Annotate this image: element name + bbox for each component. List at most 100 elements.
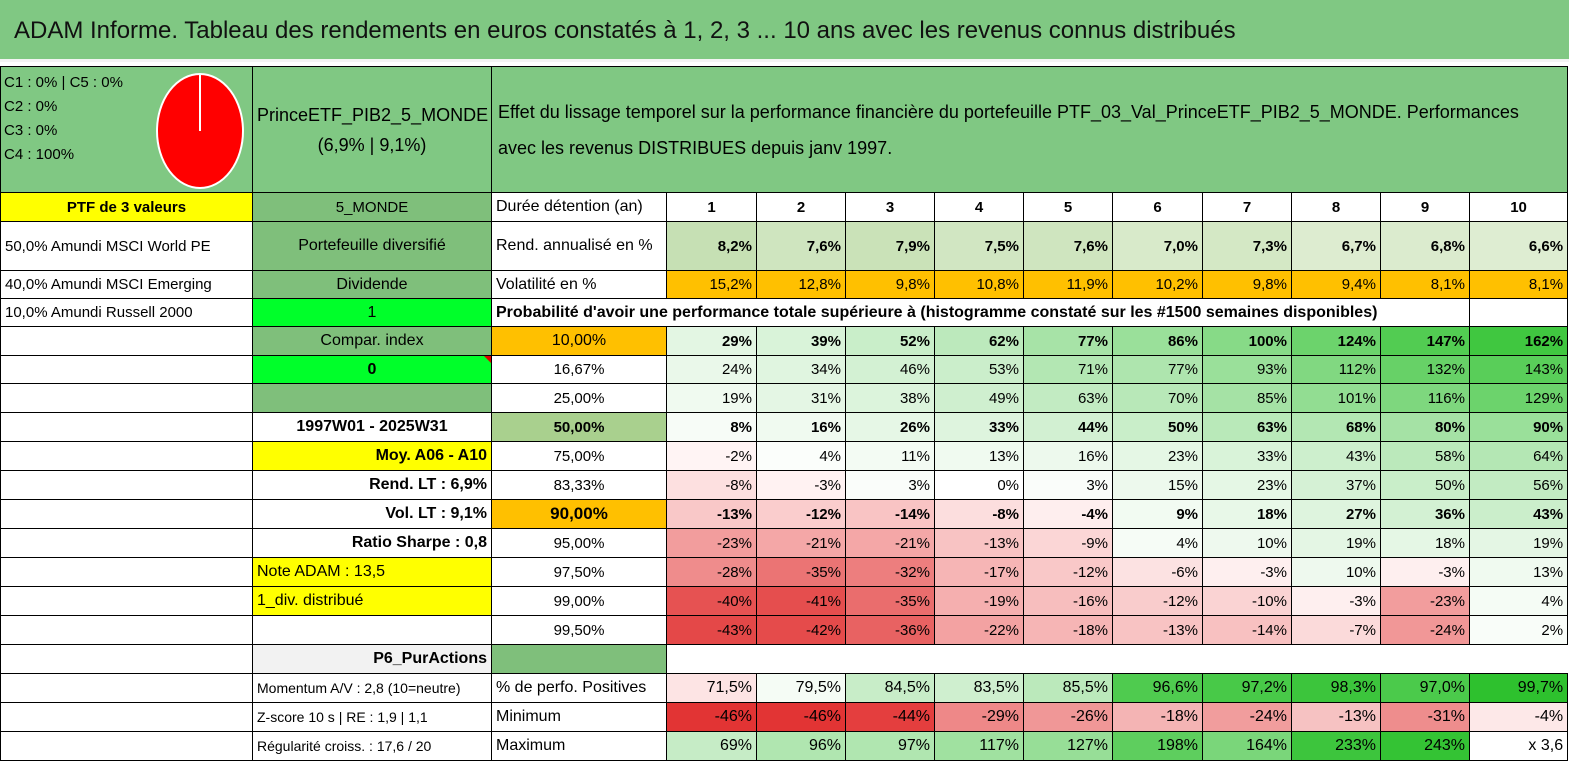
dividend-label: Dividende xyxy=(252,270,492,299)
quantile-value: 38% xyxy=(845,383,935,413)
quantile-value: 101% xyxy=(1291,383,1381,413)
quantile-value: 58% xyxy=(1380,441,1470,471)
year-header: 8 xyxy=(1291,192,1381,222)
rend-value: 6,8% xyxy=(1380,221,1470,271)
quantile-value: 70% xyxy=(1112,383,1203,413)
compar-value: 0 xyxy=(252,355,492,384)
empty-cell xyxy=(0,731,253,761)
quantile-value: 90% xyxy=(1468,412,1569,442)
diversified-label: Portefeuille diversifié xyxy=(252,221,492,271)
quantile-value: -13% xyxy=(934,528,1024,558)
empty-cell xyxy=(0,615,253,645)
quantile-value: 62% xyxy=(934,326,1024,356)
quantile-value: 24% xyxy=(666,355,757,384)
quantile-value: 68% xyxy=(1291,412,1381,442)
quantile-label: 83,33% xyxy=(491,470,667,500)
min-value: -26% xyxy=(1023,702,1113,732)
quantile-value: 124% xyxy=(1291,326,1381,356)
fund-name: PrinceETF_PIB2_5_MONDE xyxy=(257,104,489,125)
empty-cell xyxy=(0,412,253,442)
zscore-label: Z-score 10 s | RE : 1,9 | 1,1 xyxy=(252,702,492,732)
rend-value: 7,3% xyxy=(1202,221,1292,271)
quantile-value: -8% xyxy=(666,470,757,500)
positive-value: 79,5% xyxy=(756,673,846,703)
quantile-value: -41% xyxy=(756,586,846,616)
pie-label: C3 : 0% xyxy=(4,122,58,139)
quantile-value: 77% xyxy=(1023,326,1113,356)
quantile-value: 43% xyxy=(1468,499,1569,529)
quantile-value: 112% xyxy=(1291,355,1381,384)
quantile-value: 46% xyxy=(845,355,935,384)
quantile-value: 4% xyxy=(1468,586,1569,616)
quantile-label: 50,00% xyxy=(491,412,667,442)
quantile-value: 63% xyxy=(1202,412,1292,442)
quantile-value: 27% xyxy=(1291,499,1381,529)
positive-value: 84,5% xyxy=(845,673,935,703)
quantile-value: 147% xyxy=(1380,326,1470,356)
vol-value: 12,8% xyxy=(756,270,846,299)
rend-value: 6,7% xyxy=(1291,221,1381,271)
pie-label: C4 : 100% xyxy=(4,146,75,163)
quantile-value: -21% xyxy=(756,528,846,558)
quantile-value: -23% xyxy=(666,528,757,558)
year-header: 4 xyxy=(934,192,1024,222)
quantile-value: -12% xyxy=(1112,586,1203,616)
quantile-value: -24% xyxy=(1380,615,1470,645)
quantile-label: 95,00% xyxy=(491,528,667,558)
quantile-value: 0% xyxy=(934,470,1024,500)
quantile-value: 39% xyxy=(756,326,846,356)
rend-value: 7,6% xyxy=(756,221,846,271)
quantile-value: -3% xyxy=(1202,557,1292,587)
quantile-value: -14% xyxy=(1202,615,1292,645)
rend-value: 7,6% xyxy=(1023,221,1113,271)
dividend-value: 1 xyxy=(252,298,492,327)
quantile-value: 86% xyxy=(1112,326,1203,356)
quantile-value: -8% xyxy=(934,499,1024,529)
quantile-value: -43% xyxy=(666,615,757,645)
vol-value: 10,8% xyxy=(934,270,1024,299)
quantile-value: 36% xyxy=(1380,499,1470,529)
positive-value: 97,2% xyxy=(1202,673,1292,703)
quantile-value: 162% xyxy=(1468,326,1569,356)
quantile-value: 33% xyxy=(1202,441,1292,471)
quantile-value: 52% xyxy=(845,326,935,356)
quantile-value: -32% xyxy=(845,557,935,587)
year-header: 5 xyxy=(1023,192,1113,222)
quantile-value: 71% xyxy=(1023,355,1113,384)
quantile-value: 10% xyxy=(1202,528,1292,558)
min-value: -44% xyxy=(845,702,935,732)
quantile-value: 26% xyxy=(845,412,935,442)
positive-value: 97,0% xyxy=(1380,673,1470,703)
performance-table: C1 : 0% | C5 : 0% C2 : 0% C3 : 0% C4 : 1… xyxy=(0,66,1569,761)
quantile-value: 77% xyxy=(1112,355,1203,384)
quantile-label: 25,00% xyxy=(491,383,667,413)
quantile-value: 18% xyxy=(1202,499,1292,529)
quantile-value: -6% xyxy=(1112,557,1203,587)
allocation-pie-chart xyxy=(156,73,244,189)
quantile-value: 8% xyxy=(666,412,757,442)
p6-label: P6_PurActions xyxy=(252,644,492,674)
quantile-label: 10,00% xyxy=(491,326,667,356)
proba-label: Probabilité d'avoir une performance tota… xyxy=(491,298,1470,327)
empty-cell xyxy=(252,615,492,645)
max-value: 97% xyxy=(845,731,935,761)
quantile-value: 16% xyxy=(1023,441,1113,471)
rend-value: 6,6% xyxy=(1468,221,1569,271)
quantile-value: 31% xyxy=(756,383,846,413)
quantile-value: 43% xyxy=(1291,441,1381,471)
vol-value: 9,8% xyxy=(845,270,935,299)
quantile-value: 2% xyxy=(1468,615,1569,645)
quantile-value: -13% xyxy=(666,499,757,529)
quantile-value: 23% xyxy=(1112,441,1203,471)
empty-cell xyxy=(1468,298,1569,327)
quantile-value: 93% xyxy=(1202,355,1292,384)
vol-value: 10,2% xyxy=(1112,270,1203,299)
vol-value: 11,9% xyxy=(1023,270,1113,299)
min-value: -29% xyxy=(934,702,1024,732)
period-label: 1997W01 - 2025W31 xyxy=(252,412,492,442)
quantile-value: -17% xyxy=(934,557,1024,587)
quantile-value: -35% xyxy=(756,557,846,587)
positive-value: 99,7% xyxy=(1468,673,1569,703)
max-value: 243% xyxy=(1380,731,1470,761)
empty-cell xyxy=(0,326,253,356)
